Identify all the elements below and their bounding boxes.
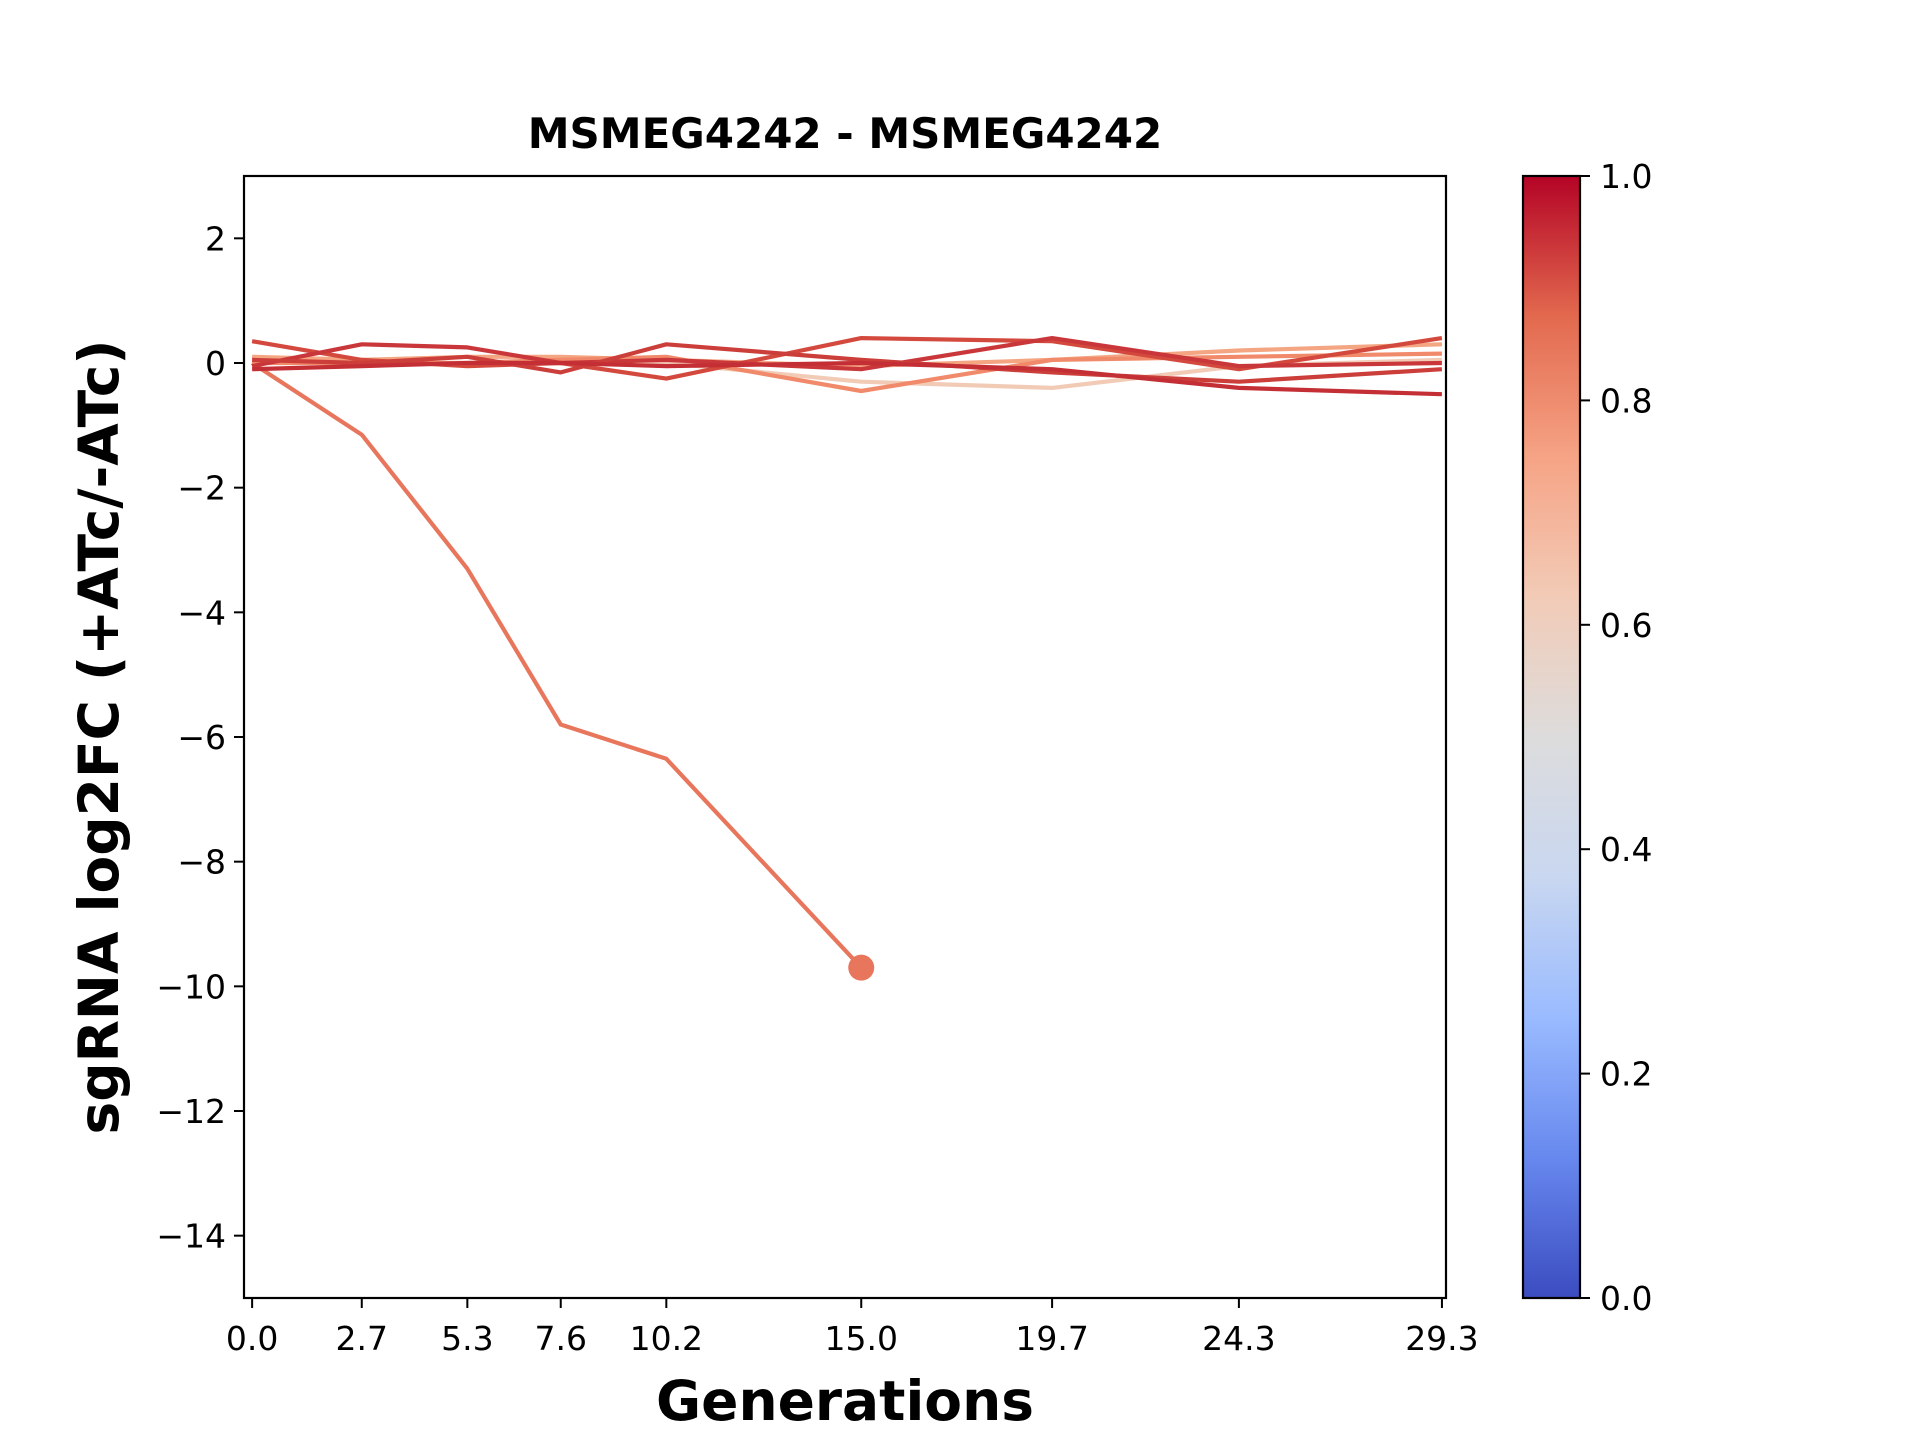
series-line-6 <box>251 336 1442 372</box>
y-axis: 2 0 −2 −4 −6 −8 −10 −12 −14 <box>156 219 244 1256</box>
y-tick-label: 2 <box>205 219 226 258</box>
x-tick-label: 2.7 <box>336 1319 388 1358</box>
y-tick-label: −4 <box>177 593 226 632</box>
y-tick-label: −8 <box>177 843 226 882</box>
series-line-7 <box>252 342 1443 384</box>
x-tick-label: 24.3 <box>1202 1319 1275 1358</box>
y-tick-label: 0 <box>205 344 226 383</box>
colorbar-tick-label: 0.6 <box>1600 606 1652 645</box>
colorbar-tick-label: 0.4 <box>1600 830 1652 869</box>
x-axis: 0.0 2.7 5.3 7.6 10.2 15.0 19.7 24.3 29.3 <box>226 1298 1479 1358</box>
y-tick-label: −10 <box>156 967 226 1006</box>
colorbar-tick-label: 0.8 <box>1600 381 1652 420</box>
y-tick-label: −2 <box>177 469 226 508</box>
x-axis-label: Generations <box>656 1369 1034 1433</box>
series-line-1 <box>250 361 863 970</box>
plot-area <box>242 174 1448 1300</box>
colorbar-gradient <box>1521 174 1582 1300</box>
y-tick-label: −6 <box>177 718 226 757</box>
x-tick-label: 7.6 <box>535 1319 587 1358</box>
x-tick-label: 5.3 <box>441 1319 493 1358</box>
colorbar: 0.0 0.2 0.4 0.6 0.8 1.0 <box>1521 157 1652 1318</box>
x-tick-label: 10.2 <box>630 1319 703 1358</box>
x-tick-label: 29.3 <box>1405 1319 1478 1358</box>
x-tick-label: 19.7 <box>1015 1319 1088 1358</box>
y-axis-label: sgRNA log2FC (+ATc/-ATc) <box>67 339 131 1134</box>
colorbar-ticks: 0.0 0.2 0.4 0.6 0.8 1.0 <box>1580 157 1652 1318</box>
colorbar-tick-label: 0.2 <box>1600 1055 1652 1094</box>
series-line-8 <box>252 360 1442 397</box>
series-layer <box>250 336 1443 981</box>
chart-title: MSMEG4242 - MSMEG4242 <box>528 109 1162 158</box>
y-tick-label: −12 <box>156 1092 226 1131</box>
colorbar-tick-label: 1.0 <box>1600 157 1652 196</box>
y-tick-label: −14 <box>156 1217 226 1256</box>
x-tick-label: 15.0 <box>825 1319 898 1358</box>
x-tick-label: 0.0 <box>226 1319 278 1358</box>
series-end-marker-1 <box>848 954 875 981</box>
colorbar-tick-label: 0.0 <box>1600 1279 1652 1318</box>
